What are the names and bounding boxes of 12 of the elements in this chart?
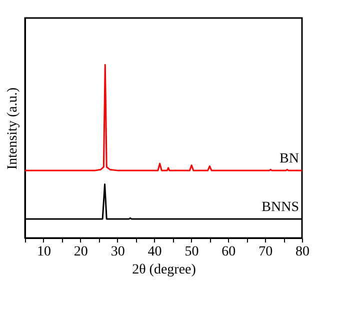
- series-label: BNNS: [262, 200, 299, 215]
- x-tick-label: 10: [36, 244, 51, 260]
- series-label: BN: [280, 151, 299, 166]
- x-tick-label: 50: [184, 244, 199, 260]
- x-tick-label: 70: [258, 244, 273, 260]
- x-tick-label: 60: [222, 244, 236, 260]
- x-axis-title: 2θ (degree): [132, 262, 196, 278]
- x-tick-label: 40: [148, 244, 162, 260]
- x-tick-label: 80: [296, 244, 310, 260]
- x-tick-label: 20: [74, 244, 88, 260]
- y-axis-title: Intensity (a.u.): [6, 87, 20, 170]
- x-tick-label: 30: [110, 244, 125, 260]
